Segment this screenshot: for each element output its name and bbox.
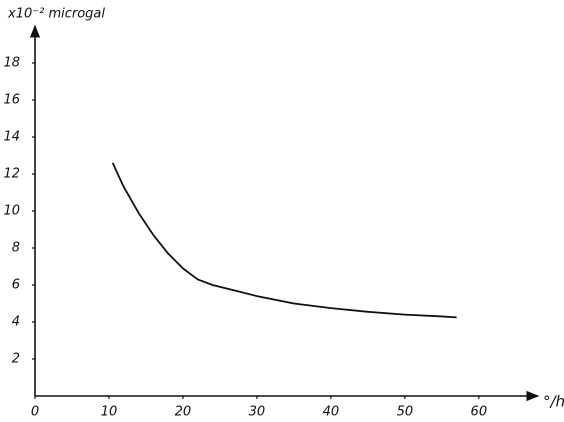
curve [111, 162, 457, 319]
x-tick-label: 0 [31, 405, 39, 420]
y-tick-label: 6 [12, 278, 20, 293]
x-tick-label: 10 [101, 405, 118, 420]
x-tick-label: 60 [471, 405, 488, 420]
y-tick-label: 18 [3, 56, 20, 71]
x-tick-label: 30 [249, 405, 266, 420]
y-tick-label: 4 [12, 315, 20, 330]
x-axis-label: °/h [543, 393, 564, 411]
y-tick-label: 12 [3, 167, 20, 182]
y-tick-label: 10 [3, 204, 20, 219]
x-tick-label: 50 [397, 405, 414, 420]
x-tick-label: 40 [323, 405, 340, 420]
y-tick-label: 16 [3, 93, 20, 108]
y-tick-label: 8 [12, 241, 20, 256]
y-axis-label: x10⁻² microgal [7, 7, 105, 22]
y-tick-label: 14 [3, 130, 20, 145]
y-tick-label: 2 [12, 352, 20, 367]
x-tick-label: 20 [175, 405, 192, 420]
